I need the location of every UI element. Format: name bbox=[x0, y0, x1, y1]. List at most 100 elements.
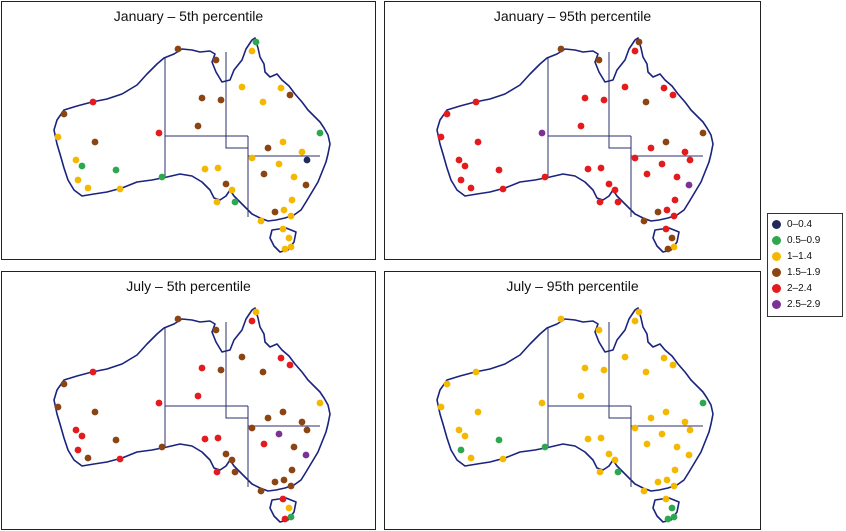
station-point bbox=[174, 45, 182, 53]
station-point bbox=[303, 426, 311, 434]
legend-swatch bbox=[772, 267, 781, 277]
station-point bbox=[279, 225, 287, 233]
australia-map bbox=[53, 307, 331, 523]
panel-title: January – 5th percentile bbox=[113, 8, 264, 24]
station-point bbox=[499, 185, 507, 193]
station-point bbox=[260, 170, 268, 178]
station-point bbox=[670, 513, 678, 521]
australia-map bbox=[436, 307, 714, 523]
station-point bbox=[74, 446, 82, 454]
station-point bbox=[222, 450, 230, 458]
legend-item: 1–1.4 bbox=[772, 249, 812, 263]
coastline bbox=[53, 307, 331, 492]
coastline bbox=[53, 37, 331, 222]
station-point bbox=[302, 181, 310, 189]
station-point bbox=[437, 403, 445, 411]
station-point bbox=[257, 217, 265, 225]
legend-swatch bbox=[772, 251, 781, 261]
station-point bbox=[662, 138, 670, 146]
station-point bbox=[257, 487, 265, 495]
station-point bbox=[231, 198, 239, 206]
station-point bbox=[557, 45, 565, 53]
station-point bbox=[640, 487, 648, 495]
station-point bbox=[443, 110, 451, 118]
panel-july-5th: July – 5th percentile bbox=[1, 271, 376, 530]
station-point bbox=[538, 129, 546, 137]
station-point bbox=[681, 418, 689, 426]
station-point bbox=[621, 353, 629, 361]
station-point bbox=[158, 443, 166, 451]
station-point bbox=[60, 380, 68, 388]
station-point bbox=[287, 513, 295, 521]
station-point bbox=[198, 94, 206, 102]
station-point bbox=[467, 454, 475, 462]
station-point bbox=[670, 482, 678, 490]
station-point bbox=[72, 156, 80, 164]
station-point bbox=[214, 164, 222, 172]
station-point bbox=[214, 434, 222, 442]
station-point bbox=[669, 91, 677, 99]
station-point bbox=[78, 432, 86, 440]
station-point bbox=[669, 361, 677, 369]
station-point bbox=[217, 366, 225, 374]
station-point bbox=[248, 47, 256, 55]
station-point bbox=[673, 173, 681, 181]
station-point bbox=[91, 408, 99, 416]
station-point bbox=[671, 466, 679, 474]
station-point bbox=[248, 154, 256, 162]
station-point bbox=[238, 353, 246, 361]
station-point bbox=[670, 243, 678, 251]
station-point bbox=[635, 38, 643, 46]
legend-label: 2–2.4 bbox=[787, 282, 813, 294]
station-point bbox=[281, 515, 289, 523]
legend-item: 0.5–0.9 bbox=[772, 233, 820, 247]
australia-map bbox=[436, 37, 714, 253]
station-point bbox=[621, 83, 629, 91]
station-point bbox=[577, 122, 585, 130]
station-point bbox=[595, 326, 603, 334]
station-point bbox=[472, 368, 480, 376]
station-point bbox=[231, 468, 239, 476]
station-point bbox=[84, 184, 92, 192]
station-point bbox=[642, 368, 650, 376]
panel-title: July – 95th percentile bbox=[506, 278, 639, 294]
station-point bbox=[614, 468, 622, 476]
station-point bbox=[271, 478, 279, 486]
station-point bbox=[472, 98, 480, 106]
state-border bbox=[608, 136, 631, 149]
station-point bbox=[541, 173, 549, 181]
station-point bbox=[647, 414, 655, 422]
station-point bbox=[194, 122, 202, 130]
station-point bbox=[499, 455, 507, 463]
station-point bbox=[259, 368, 267, 376]
station-point bbox=[611, 456, 619, 464]
panel-title: July – 5th percentile bbox=[126, 278, 251, 294]
station-point bbox=[658, 430, 666, 438]
station-point bbox=[495, 436, 503, 444]
station-point bbox=[303, 156, 311, 164]
panel-title: January – 95th percentile bbox=[493, 8, 652, 24]
legend-swatch bbox=[772, 219, 781, 229]
station-point bbox=[194, 392, 202, 400]
station-point bbox=[699, 399, 707, 407]
station-point bbox=[288, 466, 296, 474]
state-border bbox=[608, 406, 631, 419]
station-point bbox=[643, 440, 651, 448]
station-point bbox=[298, 148, 306, 156]
station-point bbox=[538, 399, 546, 407]
station-point bbox=[112, 436, 120, 444]
station-point bbox=[681, 148, 689, 156]
station-point bbox=[316, 129, 324, 137]
station-point bbox=[277, 84, 285, 92]
station-point bbox=[686, 426, 694, 434]
station-point bbox=[248, 424, 256, 432]
station-point bbox=[660, 84, 668, 92]
station-point bbox=[647, 144, 655, 152]
station-point bbox=[577, 392, 585, 400]
legend-swatch bbox=[772, 235, 781, 245]
station-point bbox=[443, 380, 451, 388]
station-point bbox=[286, 91, 294, 99]
station-point bbox=[280, 206, 288, 214]
station-point bbox=[155, 399, 163, 407]
station-point bbox=[286, 361, 294, 369]
